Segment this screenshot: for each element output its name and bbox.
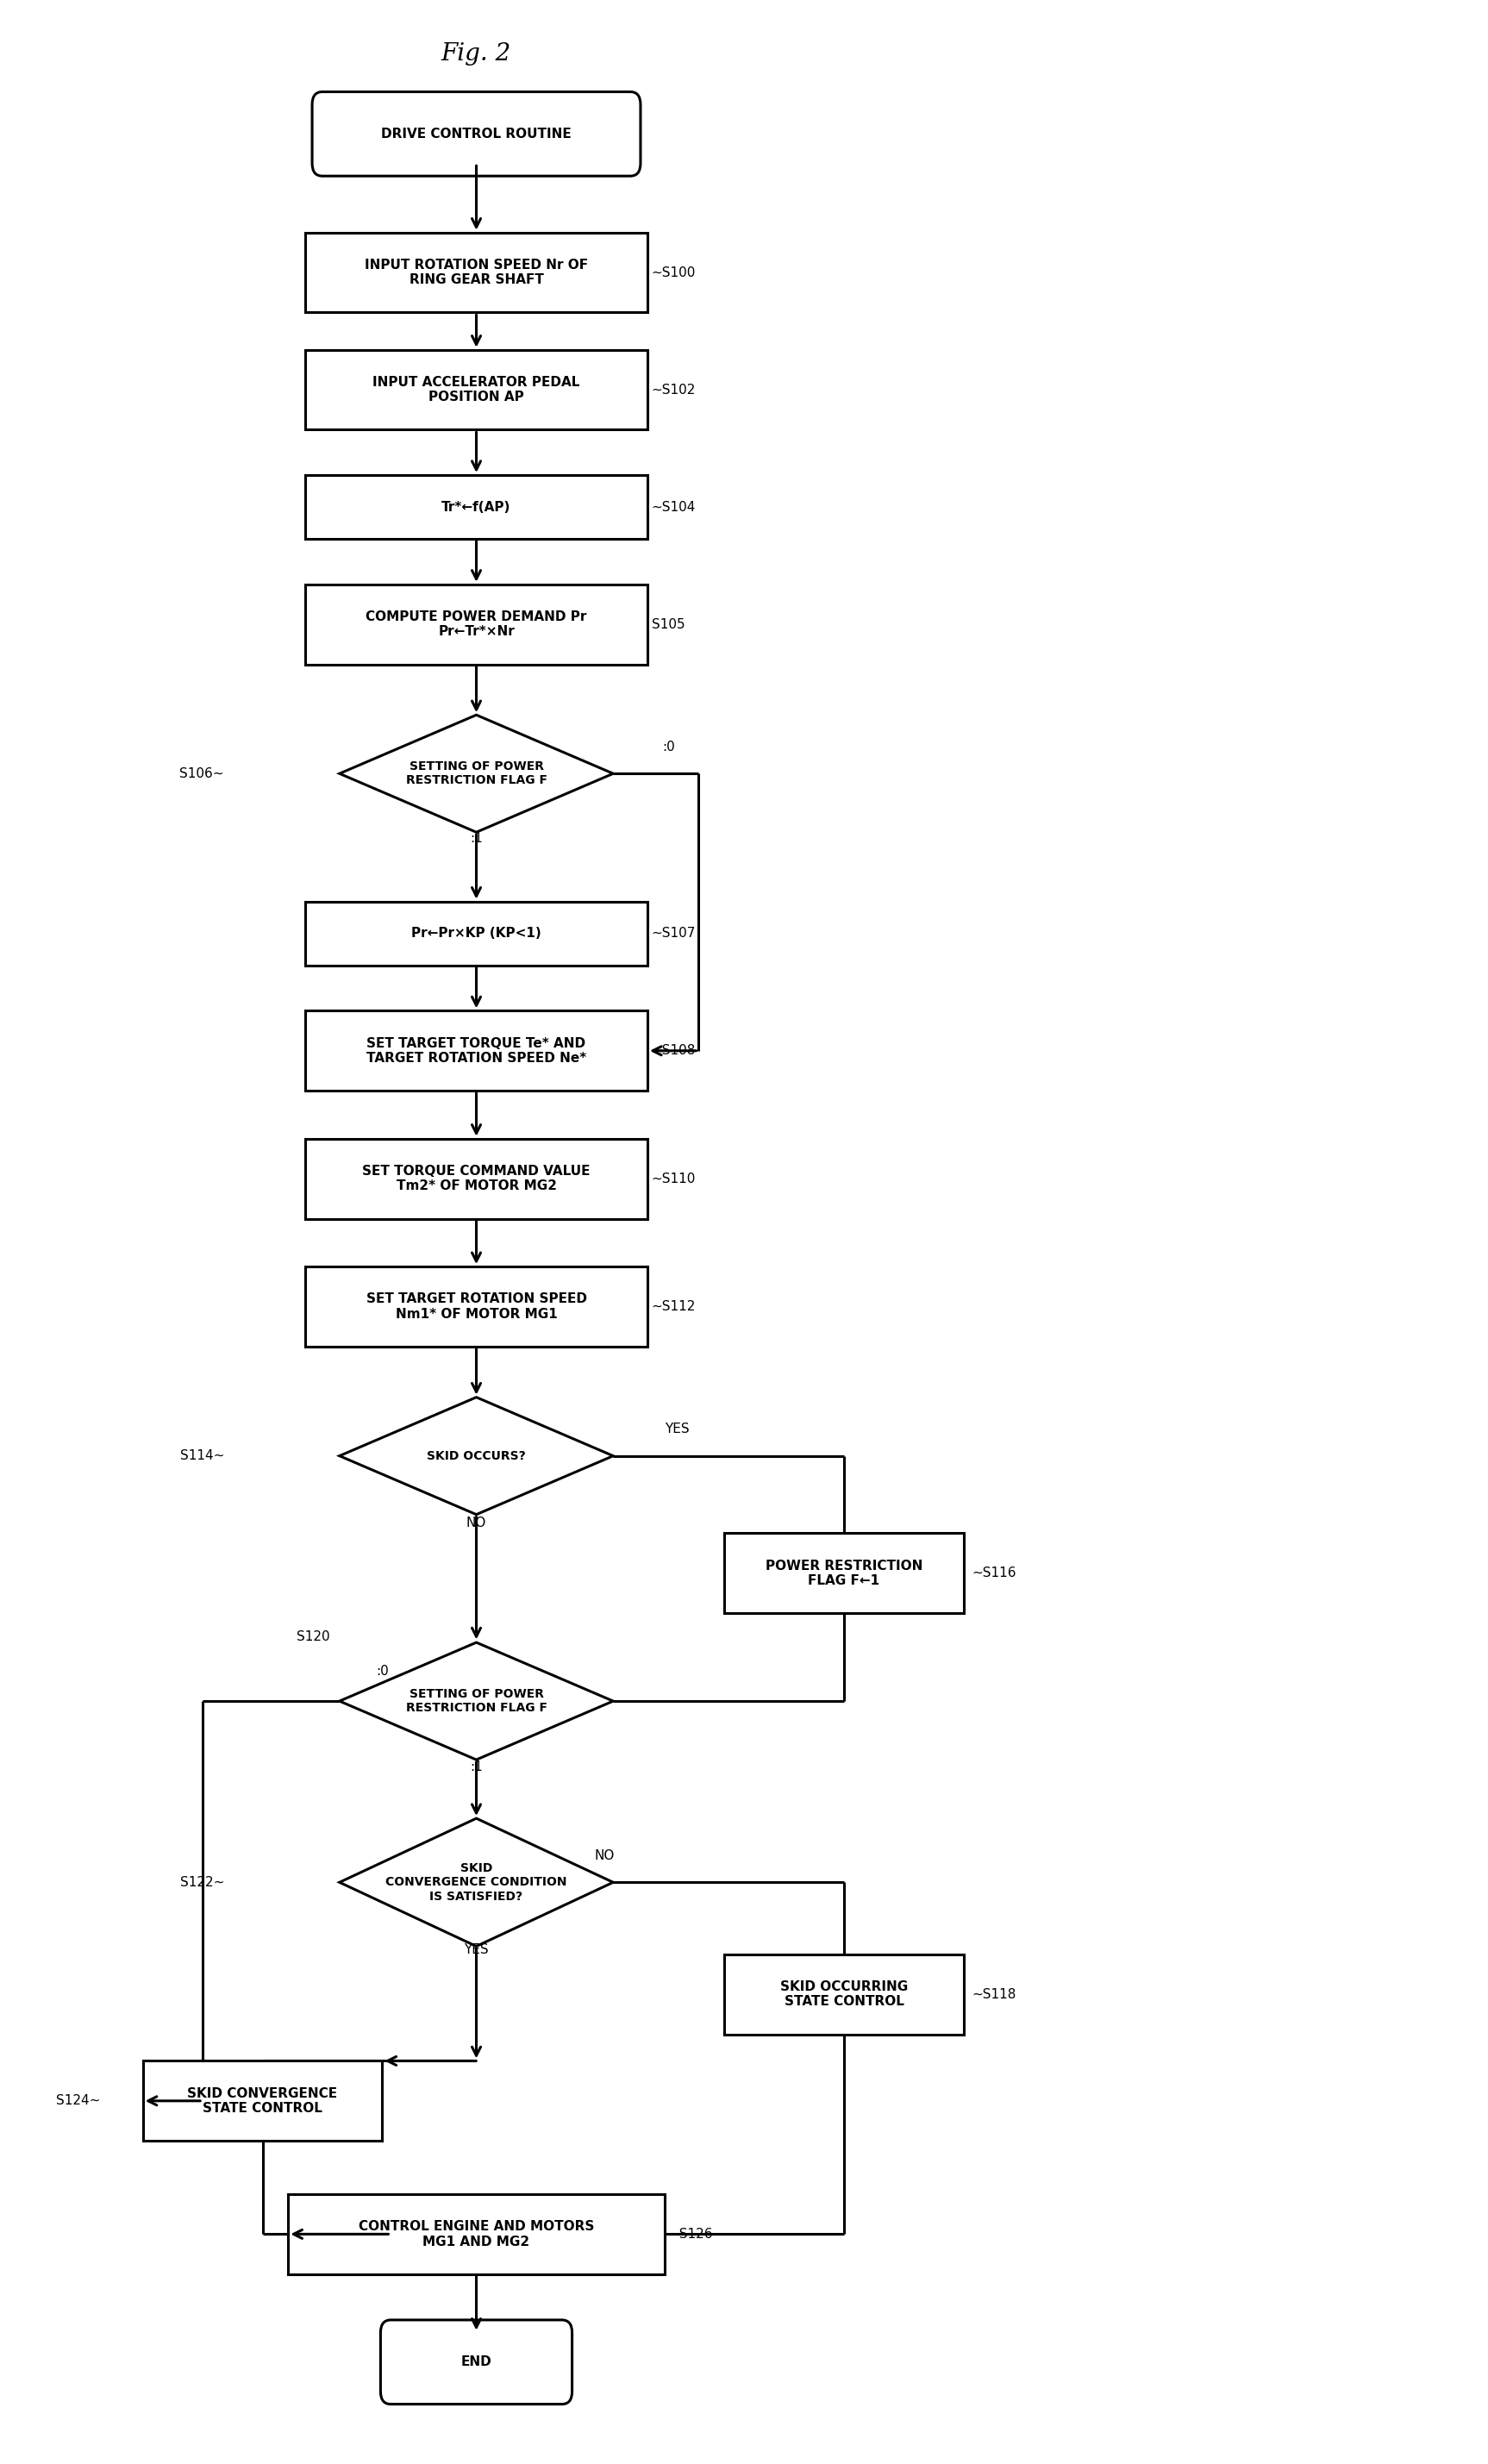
Text: END: END (461, 2356, 491, 2368)
Text: S106~: S106~ (180, 766, 225, 781)
Text: SKID CONVERGENCE
STATE CONTROL: SKID CONVERGENCE STATE CONTROL (187, 2087, 338, 2114)
Text: ~S116: ~S116 (972, 1567, 1016, 1579)
Text: ~S102: ~S102 (652, 384, 696, 397)
Text: SKID OCCURS?: SKID OCCURS? (427, 1449, 525, 1461)
Text: NO: NO (595, 1848, 615, 1863)
Text: :0: :0 (662, 742, 676, 754)
FancyBboxPatch shape (289, 2193, 665, 2274)
Text: YES: YES (464, 1944, 488, 1956)
Text: SKID OCCURRING
STATE CONTROL: SKID OCCURRING STATE CONTROL (780, 1981, 908, 2008)
FancyBboxPatch shape (725, 1954, 964, 2035)
FancyBboxPatch shape (305, 232, 647, 313)
Text: ~S110: ~S110 (652, 1173, 696, 1185)
FancyBboxPatch shape (305, 350, 647, 429)
FancyBboxPatch shape (305, 1138, 647, 1220)
Text: ~S118: ~S118 (972, 1988, 1016, 2001)
Text: ~S107: ~S107 (652, 926, 696, 939)
FancyBboxPatch shape (305, 476, 647, 540)
FancyBboxPatch shape (305, 902, 647, 966)
Text: SETTING OF POWER
RESTRICTION FLAG F: SETTING OF POWER RESTRICTION FLAG F (406, 1688, 548, 1715)
Text: SET TORQUE COMMAND VALUE
Tm2* OF MOTOR MG2: SET TORQUE COMMAND VALUE Tm2* OF MOTOR M… (362, 1165, 591, 1193)
Text: SKID
CONVERGENCE CONDITION
IS SATISFIED?: SKID CONVERGENCE CONDITION IS SATISFIED? (385, 1863, 567, 1902)
Text: INPUT ACCELERATOR PEDAL
POSITION AP: INPUT ACCELERATOR PEDAL POSITION AP (372, 377, 580, 404)
FancyBboxPatch shape (305, 1010, 647, 1092)
Text: DRIVE CONTROL ROUTINE: DRIVE CONTROL ROUTINE (381, 128, 571, 140)
FancyBboxPatch shape (312, 91, 640, 175)
Text: CONTROL ENGINE AND MOTORS
MG1 AND MG2: CONTROL ENGINE AND MOTORS MG1 AND MG2 (359, 2220, 594, 2247)
Text: S105: S105 (652, 618, 684, 631)
Text: ~S104: ~S104 (652, 500, 696, 513)
Text: ~S126: ~S126 (668, 2227, 713, 2240)
Text: SET TARGET ROTATION SPEED
Nm1* OF MOTOR MG1: SET TARGET ROTATION SPEED Nm1* OF MOTOR … (366, 1294, 586, 1321)
Text: SET TARGET TORQUE Te* AND
TARGET ROTATION SPEED Ne*: SET TARGET TORQUE Te* AND TARGET ROTATIO… (366, 1037, 586, 1064)
Polygon shape (339, 1643, 613, 1759)
Text: :1: :1 (470, 1762, 482, 1774)
Text: INPUT ROTATION SPEED Nr OF
RING GEAR SHAFT: INPUT ROTATION SPEED Nr OF RING GEAR SHA… (365, 259, 588, 286)
Text: S120: S120 (296, 1631, 330, 1643)
Text: S124~: S124~ (55, 2094, 100, 2107)
Text: :1: :1 (470, 833, 482, 845)
Text: COMPUTE POWER DEMAND Pr
Pr←Tr*×Nr: COMPUTE POWER DEMAND Pr Pr←Tr*×Nr (366, 611, 586, 638)
Text: POWER RESTRICTION
FLAG F←1: POWER RESTRICTION FLAG F←1 (765, 1560, 923, 1587)
Polygon shape (339, 715, 613, 833)
FancyBboxPatch shape (305, 584, 647, 665)
FancyBboxPatch shape (305, 1266, 647, 1348)
Text: Fig. 2: Fig. 2 (442, 42, 512, 67)
FancyBboxPatch shape (725, 1533, 964, 1614)
Text: :0: :0 (376, 1666, 388, 1678)
Polygon shape (339, 1397, 613, 1515)
FancyBboxPatch shape (143, 2060, 382, 2141)
Text: Tr*←f(AP): Tr*←f(AP) (442, 500, 510, 513)
Text: Pr←Pr×KP (KP<1): Pr←Pr×KP (KP<1) (411, 926, 542, 939)
Text: ~S108: ~S108 (652, 1045, 696, 1057)
Text: ~S112: ~S112 (652, 1301, 696, 1313)
FancyBboxPatch shape (381, 2321, 571, 2405)
Text: S114~: S114~ (180, 1449, 225, 1461)
Text: ~S100: ~S100 (652, 266, 696, 278)
Text: SETTING OF POWER
RESTRICTION FLAG F: SETTING OF POWER RESTRICTION FLAG F (406, 761, 548, 786)
Text: NO: NO (466, 1515, 487, 1530)
Polygon shape (339, 1818, 613, 1947)
Text: YES: YES (665, 1422, 689, 1437)
Text: S122~: S122~ (180, 1875, 225, 1890)
